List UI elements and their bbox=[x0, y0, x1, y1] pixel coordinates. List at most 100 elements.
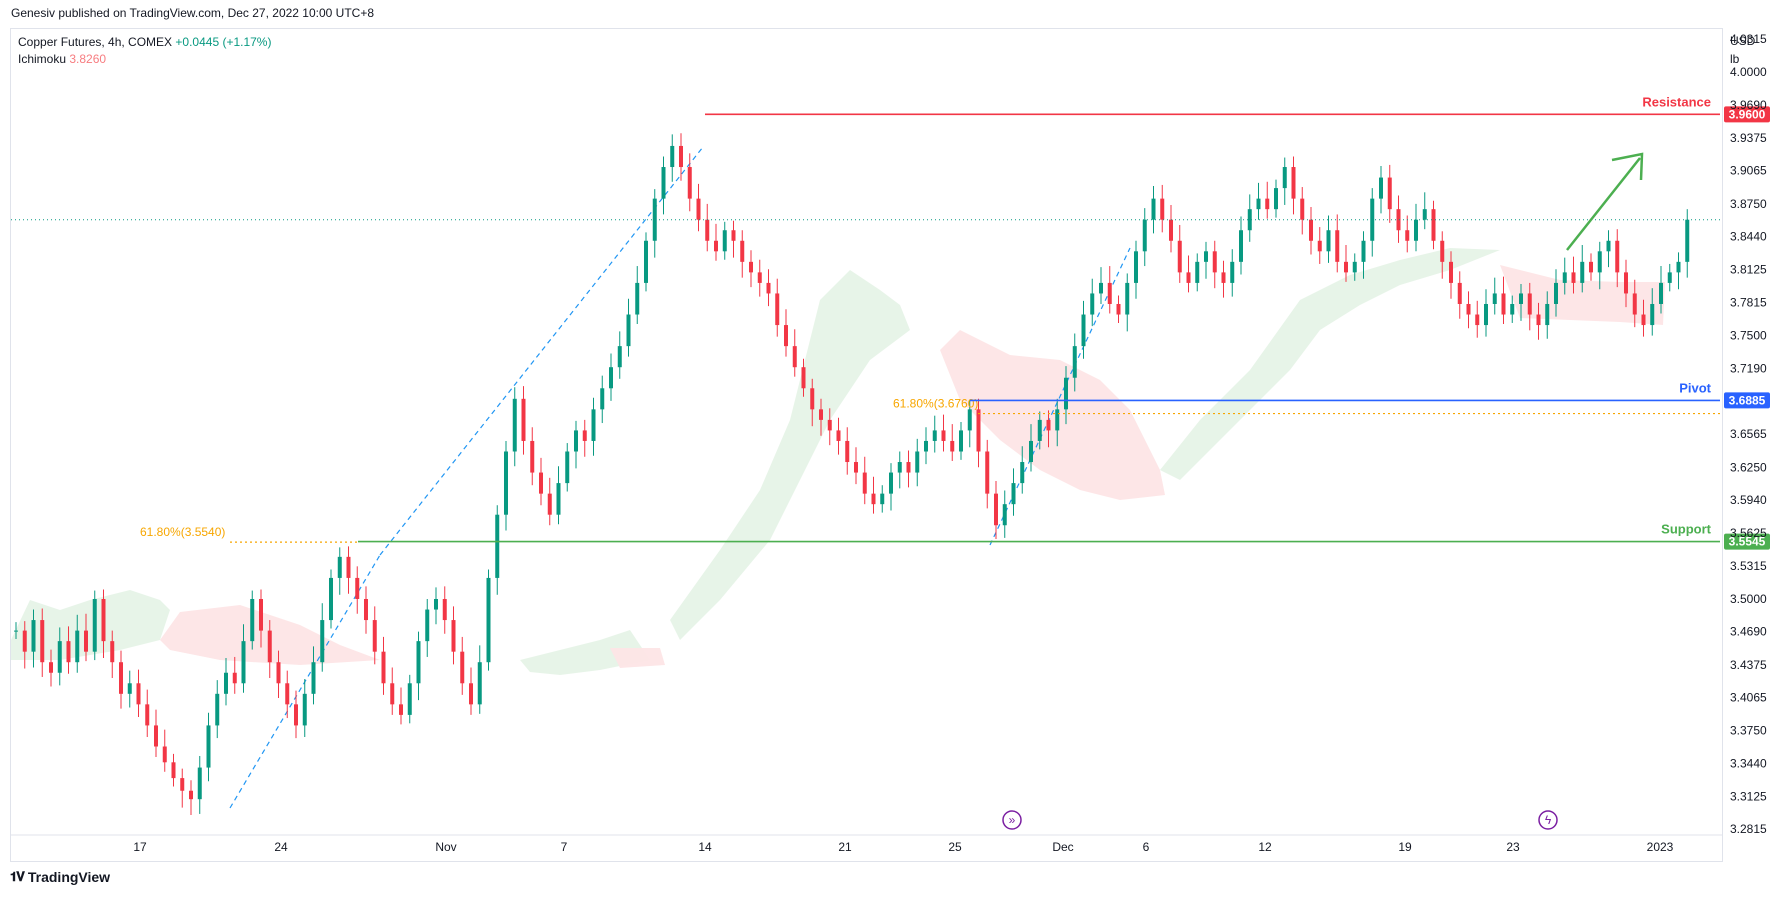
candle-body bbox=[337, 556, 342, 578]
candle-body bbox=[819, 409, 823, 420]
candle-body bbox=[1449, 261, 1453, 283]
candle-body bbox=[1414, 219, 1418, 241]
candle-96 bbox=[854, 447, 858, 485]
candle-163 bbox=[1440, 231, 1445, 279]
candle-body bbox=[1134, 251, 1138, 283]
candle-body bbox=[1519, 293, 1523, 304]
candle-114 bbox=[1011, 468, 1016, 516]
candle-body bbox=[425, 609, 430, 642]
y-tick-10: 3.7190 bbox=[1730, 361, 1767, 375]
candle-body bbox=[1326, 230, 1331, 252]
candle-129 bbox=[1142, 208, 1147, 267]
candle-body bbox=[127, 683, 132, 694]
candle-body bbox=[1142, 219, 1147, 252]
candle-body bbox=[1440, 240, 1445, 262]
candle-body bbox=[985, 451, 990, 494]
candle-79 bbox=[705, 203, 710, 252]
candle-body bbox=[215, 693, 220, 726]
x-tick-1: 24 bbox=[274, 840, 288, 854]
candle-body bbox=[224, 672, 228, 694]
candle-189 bbox=[1667, 263, 1672, 292]
symbol-row: Copper Futures, 4h, COMEX +0.0445 (+1.17… bbox=[18, 34, 271, 51]
price-tag-text-support: 3.5545 bbox=[1729, 535, 1766, 549]
candle-143 bbox=[1265, 181, 1270, 219]
candle-31 bbox=[285, 670, 290, 719]
candle-body bbox=[1527, 293, 1532, 315]
tradingview-logo[interactable]: 𝟏𝐕 TradingView bbox=[10, 869, 110, 885]
candle-body bbox=[1405, 230, 1410, 241]
candle-body bbox=[1037, 419, 1042, 441]
axis-currency: USD bbox=[1730, 34, 1756, 48]
candle-101 bbox=[897, 451, 902, 489]
y-tick-17: 3.4375 bbox=[1730, 658, 1767, 672]
candle-186 bbox=[1641, 299, 1646, 337]
tradingview-logo-icon: 𝟏𝐕 bbox=[10, 869, 25, 884]
x-tick-10: 19 bbox=[1398, 840, 1412, 854]
candle-body bbox=[311, 662, 316, 694]
candle-6 bbox=[66, 626, 71, 674]
symbol-title[interactable]: Copper Futures, 4h, COMEX bbox=[18, 35, 173, 49]
candle-12 bbox=[119, 650, 123, 709]
candle-body bbox=[1256, 198, 1261, 210]
candle-144 bbox=[1274, 179, 1278, 218]
candle-82 bbox=[731, 220, 736, 258]
candle-body bbox=[897, 462, 902, 473]
candle-body bbox=[1352, 261, 1357, 273]
candle-183 bbox=[1615, 229, 1620, 288]
candle-body bbox=[600, 388, 605, 410]
candle-body bbox=[1659, 282, 1663, 304]
y-tick-14: 3.5315 bbox=[1730, 559, 1767, 573]
candle-body bbox=[547, 493, 552, 515]
candle-body bbox=[1090, 293, 1095, 315]
candle-body bbox=[145, 704, 150, 726]
candle-174 bbox=[1536, 302, 1541, 340]
candle-91 bbox=[810, 378, 815, 427]
price-change: +0.0445 (+1.17%) bbox=[175, 35, 272, 49]
candle-155 bbox=[1370, 188, 1375, 257]
candle-body bbox=[696, 198, 701, 220]
candle-body bbox=[162, 746, 167, 763]
candle-body bbox=[1457, 282, 1462, 304]
candle-116 bbox=[1029, 424, 1033, 472]
candle-body bbox=[1606, 240, 1611, 252]
candle-14 bbox=[136, 669, 141, 717]
candle-49 bbox=[442, 586, 447, 634]
candle-body bbox=[197, 767, 202, 800]
candle-body bbox=[1597, 251, 1602, 273]
dividend-marker-icon[interactable] bbox=[1538, 810, 1558, 830]
trend-line-2 bbox=[379, 146, 704, 556]
chart-pane[interactable] bbox=[10, 28, 1723, 862]
candle-141 bbox=[1247, 194, 1252, 242]
candle-134 bbox=[1186, 255, 1191, 293]
event-marker-icon[interactable] bbox=[1002, 810, 1022, 830]
candle-185 bbox=[1632, 279, 1637, 328]
price-tag-pivot bbox=[1724, 392, 1770, 409]
y-tick-4: 3.9065 bbox=[1730, 164, 1767, 178]
candle-5 bbox=[57, 627, 62, 686]
ichimoku-cloud-2 bbox=[520, 630, 650, 675]
candle-body bbox=[556, 483, 561, 515]
candle-150 bbox=[1326, 215, 1331, 263]
candle-body bbox=[661, 167, 666, 199]
candle-121 bbox=[1072, 333, 1077, 392]
candle-35 bbox=[320, 603, 325, 672]
indicator-name[interactable]: Ichimoku bbox=[18, 52, 67, 66]
candle-body bbox=[1002, 504, 1007, 526]
candle-48 bbox=[434, 587, 438, 625]
candle-179 bbox=[1580, 244, 1585, 293]
candle-body bbox=[644, 240, 648, 283]
candle-body bbox=[1212, 251, 1217, 273]
candle-177 bbox=[1562, 257, 1567, 295]
candle-body bbox=[477, 662, 482, 705]
candle-body bbox=[294, 704, 298, 726]
candle-25 bbox=[232, 656, 237, 694]
y-tick-21: 3.3125 bbox=[1730, 790, 1767, 804]
candle-44 bbox=[399, 687, 403, 725]
candle-body bbox=[1484, 303, 1488, 326]
candle-78 bbox=[696, 183, 701, 232]
candle-body bbox=[924, 440, 928, 452]
candle-body bbox=[390, 683, 395, 705]
candle-153 bbox=[1352, 253, 1357, 281]
level-label-resistance: Resistance bbox=[1642, 94, 1711, 109]
